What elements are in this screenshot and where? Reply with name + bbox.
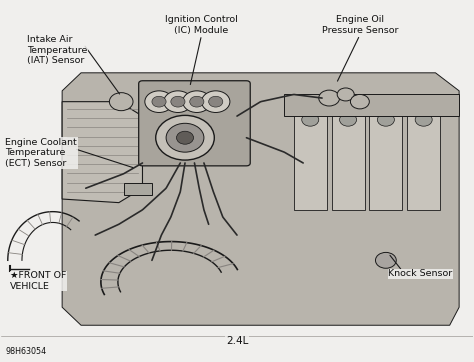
Bar	[407, 109, 440, 210]
Circle shape	[176, 131, 193, 144]
Polygon shape	[62, 73, 459, 325]
Polygon shape	[62, 102, 143, 203]
Circle shape	[302, 113, 319, 126]
Circle shape	[350, 94, 369, 109]
Circle shape	[171, 96, 185, 107]
Bar	[294, 109, 327, 210]
Text: ★FRONT OF
VEHICLE: ★FRONT OF VEHICLE	[10, 271, 66, 291]
Bar	[124, 183, 152, 195]
Text: Engine Coolant
Temperature
(ECT) Sensor: Engine Coolant Temperature (ECT) Sensor	[5, 138, 77, 168]
Circle shape	[415, 113, 432, 126]
FancyBboxPatch shape	[139, 81, 250, 166]
Text: Knock Sensor: Knock Sensor	[388, 269, 453, 278]
Bar	[369, 109, 402, 210]
Text: 98H63054: 98H63054	[5, 347, 46, 356]
Circle shape	[337, 88, 354, 101]
Circle shape	[182, 91, 211, 113]
Text: 2.4L: 2.4L	[226, 336, 248, 346]
Bar	[284, 94, 459, 116]
Circle shape	[209, 96, 223, 107]
Circle shape	[166, 123, 204, 152]
Text: Ignition Control
(IC) Module: Ignition Control (IC) Module	[165, 15, 238, 35]
Text: Engine Oil
Pressure Sensor: Engine Oil Pressure Sensor	[322, 15, 398, 35]
Circle shape	[152, 96, 166, 107]
Circle shape	[377, 113, 394, 126]
Bar	[331, 109, 365, 210]
Circle shape	[164, 91, 192, 113]
Circle shape	[375, 252, 396, 268]
Text: Intake Air
Temperature
(IAT) Sensor: Intake Air Temperature (IAT) Sensor	[27, 35, 87, 66]
Circle shape	[190, 96, 204, 107]
Circle shape	[319, 90, 339, 106]
Circle shape	[109, 93, 133, 111]
Circle shape	[339, 113, 356, 126]
Circle shape	[145, 91, 173, 113]
Circle shape	[201, 91, 230, 113]
Circle shape	[156, 115, 214, 160]
